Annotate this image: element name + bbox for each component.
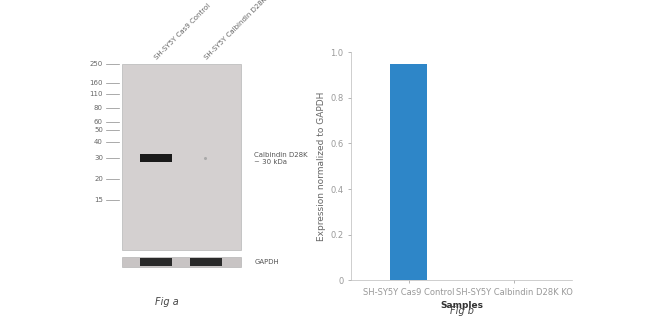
Text: 50: 50	[94, 127, 103, 133]
Text: 160: 160	[90, 80, 103, 86]
Text: Fig b: Fig b	[450, 306, 473, 316]
Text: Calbindin D28K
~ 30 kDa: Calbindin D28K ~ 30 kDa	[254, 152, 308, 165]
Text: 80: 80	[94, 105, 103, 111]
Text: GAPDH: GAPDH	[254, 259, 279, 265]
Bar	[140, 259, 172, 266]
Bar	[122, 257, 241, 267]
Text: Fig a: Fig a	[155, 297, 179, 307]
Text: 20: 20	[94, 176, 103, 183]
Text: 30: 30	[94, 155, 103, 161]
Bar	[122, 64, 241, 250]
Y-axis label: Expression normalized to GAPDH: Expression normalized to GAPDH	[317, 92, 326, 241]
Text: 110: 110	[90, 92, 103, 97]
Text: 60: 60	[94, 119, 103, 125]
Bar	[391, 64, 427, 280]
X-axis label: Samples: Samples	[440, 301, 483, 310]
Bar	[190, 259, 222, 266]
Text: 40: 40	[94, 139, 103, 145]
Text: 250: 250	[90, 61, 103, 67]
Bar	[140, 154, 172, 162]
Text: SH-SY5Y Calbindin D28K KO: SH-SY5Y Calbindin D28K KO	[203, 0, 276, 61]
Text: 15: 15	[94, 197, 103, 203]
Text: SH-SY5Y Cas9 Control: SH-SY5Y Cas9 Control	[154, 3, 212, 61]
